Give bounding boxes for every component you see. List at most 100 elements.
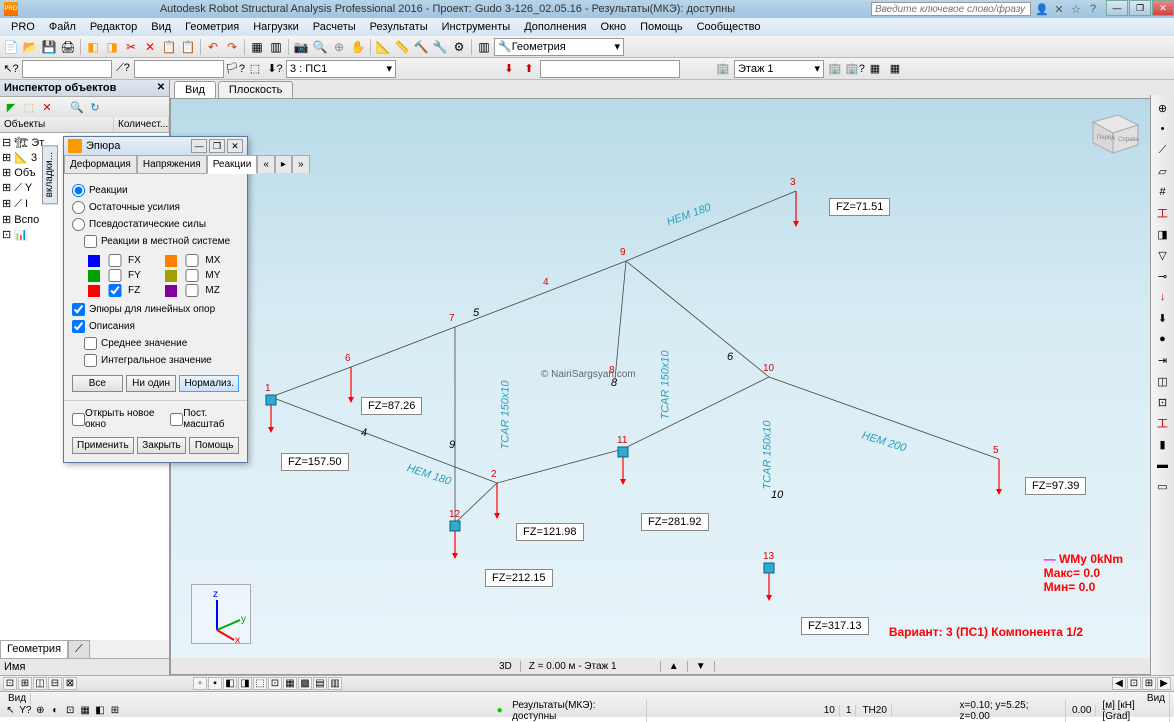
rt-panel-icon[interactable]: ▱	[1154, 162, 1172, 180]
dialog-close-icon[interactable]: ✕	[227, 139, 243, 153]
menu-file[interactable]: Файл	[42, 21, 83, 33]
bt-view2-icon[interactable]: ⊞	[18, 677, 32, 690]
open-icon[interactable]: 📂	[21, 38, 39, 56]
chk-mx[interactable]	[185, 254, 199, 267]
panel-close-icon[interactable]: ✕	[155, 82, 167, 94]
tab-stresses[interactable]: Напряжения	[137, 155, 207, 173]
chk-linear-supports[interactable]	[72, 303, 85, 316]
minimize-button[interactable]: —	[1106, 0, 1128, 16]
menu-geometry[interactable]: Геометрия	[178, 21, 246, 33]
radio-reactions[interactable]	[72, 184, 85, 197]
rt-beam-icon[interactable]: ▬	[1154, 456, 1172, 474]
rt-col-icon[interactable]: ▮	[1154, 435, 1172, 453]
btn-apply[interactable]: Применить	[72, 437, 134, 454]
doc2-icon[interactable]: 📋	[179, 38, 197, 56]
btn-none[interactable]: Ни один	[126, 375, 177, 392]
settings-icon[interactable]: ⚙	[450, 38, 468, 56]
wrench-icon[interactable]: 🔧	[431, 38, 449, 56]
rt-loaddef-icon[interactable]: ⬇	[1154, 309, 1172, 327]
search-icon[interactable]: 🔍	[69, 99, 85, 115]
maximize-button[interactable]: ❐	[1129, 0, 1151, 16]
btn-close[interactable]: Закрыть	[137, 437, 187, 454]
tab-plane[interactable]: Плоскость	[218, 81, 293, 98]
rt-mat-icon[interactable]: ◨	[1154, 225, 1172, 243]
rt-snap-icon[interactable]: ⊕	[1154, 99, 1172, 117]
delete-icon[interactable]: ✕	[141, 38, 159, 56]
tab-other[interactable]: ⟋	[68, 640, 90, 658]
bt-disp6-icon[interactable]: ⊡	[268, 677, 282, 690]
screenshot-icon[interactable]: 📷	[292, 38, 310, 56]
axis-triad[interactable]: z y x	[191, 584, 251, 644]
sb-i4-icon[interactable]: ◐	[49, 704, 62, 717]
close-button[interactable]: ✕	[1152, 0, 1174, 16]
menu-analysis[interactable]: Расчеты	[306, 21, 363, 33]
bt-disp2-icon[interactable]: ▪	[208, 677, 222, 690]
bt-view3-icon[interactable]: ◫	[33, 677, 47, 690]
doc-icon[interactable]: 📋	[160, 38, 178, 56]
chk-fz[interactable]	[108, 284, 122, 297]
filter3-icon[interactable]: ✕	[39, 99, 55, 115]
storey-help-icon[interactable]: 🏢?	[846, 60, 864, 78]
grid1-icon[interactable]: ▦	[866, 60, 884, 78]
menu-pro[interactable]: PRO	[4, 21, 42, 33]
sb-i6-icon[interactable]: ▦	[79, 704, 92, 717]
viewport-3d[interactable]: Перед Справа z y x — WMy 0kNm Макс= 0.0 …	[170, 98, 1174, 675]
menu-help[interactable]: Помощь	[633, 21, 690, 33]
zoom-extents-icon[interactable]: ⊕	[330, 38, 348, 56]
chk-mz[interactable]	[185, 284, 199, 297]
menu-tools[interactable]: Инструменты	[435, 21, 518, 33]
rt-support-icon[interactable]: ▽	[1154, 246, 1172, 264]
case-icon[interactable]: 🏳?	[226, 60, 244, 78]
sb-i5-icon[interactable]: ⊡	[64, 704, 77, 717]
pan-icon[interactable]: ✋	[349, 38, 367, 56]
tab-more1[interactable]: «	[257, 155, 275, 173]
nav-up-icon[interactable]: ▲	[661, 661, 688, 672]
save-icon[interactable]: 💾	[40, 38, 58, 56]
btn-normalize[interactable]: Нормализ.	[179, 375, 239, 392]
rt-release-icon[interactable]: ⊸	[1154, 267, 1172, 285]
col-objects[interactable]: Объекты	[0, 117, 114, 132]
refresh-icon[interactable]: ↻	[87, 99, 103, 115]
calc-icon[interactable]: 📐	[374, 38, 392, 56]
layout-icon[interactable]: ▥	[475, 38, 493, 56]
menu-view[interactable]: Вид	[144, 21, 178, 33]
bar-select-icon[interactable]: ⟋?	[114, 60, 132, 78]
vert-tab[interactable]: вкладки...	[42, 145, 58, 204]
undo-icon[interactable]: ↶	[204, 38, 222, 56]
sb-i7-icon[interactable]: ◧	[94, 704, 107, 717]
signin-icon[interactable]: 👤	[1035, 2, 1049, 16]
bt-disp5-icon[interactable]: ⬚	[253, 677, 267, 690]
sb-i2-icon[interactable]: Y?	[19, 704, 32, 717]
chk-fy[interactable]	[108, 269, 122, 282]
loadcase-dropdown[interactable]: 3 : ПС1▾	[286, 60, 396, 78]
bt-view1-icon[interactable]: ⊡	[3, 677, 17, 690]
tools-icon[interactable]: 🔨	[412, 38, 430, 56]
bt-disp1-icon[interactable]: ▫	[193, 677, 207, 690]
storey-icon[interactable]: 🏢	[714, 60, 732, 78]
dialog-max-icon[interactable]: ❐	[209, 139, 225, 153]
favorite-icon[interactable]: ☆	[1069, 2, 1083, 16]
tab-more3[interactable]: »	[292, 155, 310, 173]
bt-disp3-icon[interactable]: ◧	[223, 677, 237, 690]
menu-community[interactable]: Сообщество	[690, 21, 768, 33]
view-mode-3d[interactable]: 3D	[491, 661, 521, 672]
print-icon[interactable]: 🖨	[59, 38, 77, 56]
rt-mass-icon[interactable]: ●	[1154, 330, 1172, 348]
rt-slab-icon[interactable]: ▭	[1154, 477, 1172, 495]
redo-icon[interactable]: ↷	[223, 38, 241, 56]
rt-grid-icon[interactable]: #	[1154, 183, 1172, 201]
tab-view[interactable]: Вид	[174, 81, 216, 98]
filter1-icon[interactable]: ◤	[3, 99, 19, 115]
bt-nav4-icon[interactable]: ▶	[1157, 677, 1171, 690]
cursor-icon[interactable]: ↖?	[2, 60, 20, 78]
rt-node-icon[interactable]: •	[1154, 120, 1172, 138]
rt-isec-icon[interactable]: 工	[1154, 414, 1172, 432]
new-icon[interactable]: 📄	[2, 38, 20, 56]
bt-disp10-icon[interactable]: ▥	[328, 677, 342, 690]
menu-loads[interactable]: Нагрузки	[246, 21, 306, 33]
load-icon[interactable]: ⬇?	[266, 60, 284, 78]
storey-up-icon[interactable]: 🏢	[826, 60, 844, 78]
radio-residual[interactable]	[72, 201, 85, 214]
bt-disp7-icon[interactable]: ▦	[283, 677, 297, 690]
btn-help[interactable]: Помощь	[189, 437, 239, 454]
